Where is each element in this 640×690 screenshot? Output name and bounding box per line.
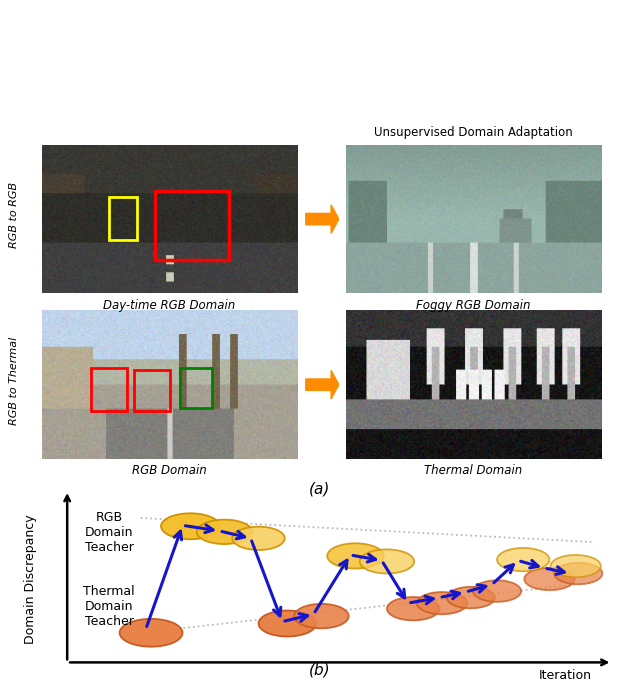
Ellipse shape xyxy=(232,526,285,550)
Ellipse shape xyxy=(327,543,384,569)
Bar xyxy=(91,368,127,411)
Text: RGB to RGB: RGB to RGB xyxy=(9,182,19,248)
Ellipse shape xyxy=(259,611,316,636)
Ellipse shape xyxy=(550,555,601,578)
Ellipse shape xyxy=(524,568,575,590)
Text: Foggy RGB Domain: Foggy RGB Domain xyxy=(417,299,531,312)
Text: (b): (b) xyxy=(309,662,331,678)
Ellipse shape xyxy=(417,592,467,614)
Ellipse shape xyxy=(497,548,550,571)
Text: RGB to Thermal: RGB to Thermal xyxy=(9,337,19,425)
Text: Domain Discrepancy: Domain Discrepancy xyxy=(24,514,37,644)
Bar xyxy=(155,191,229,259)
Text: Thermal
Domain
Teacher: Thermal Domain Teacher xyxy=(83,584,135,628)
FancyArrow shape xyxy=(306,205,339,233)
Ellipse shape xyxy=(120,619,182,647)
Bar xyxy=(109,197,137,240)
Ellipse shape xyxy=(554,563,602,584)
Bar xyxy=(180,368,212,408)
Ellipse shape xyxy=(360,549,414,573)
FancyArrow shape xyxy=(306,371,339,399)
Text: RGB
Domain
Teacher: RGB Domain Teacher xyxy=(84,511,134,553)
Text: (a): (a) xyxy=(309,482,331,497)
Text: Unsupervised Domain Adaptation: Unsupervised Domain Adaptation xyxy=(374,126,573,139)
Text: Iteration: Iteration xyxy=(539,669,592,682)
Text: Day-time RGB Domain: Day-time RGB Domain xyxy=(104,299,236,312)
Bar xyxy=(134,371,170,411)
Ellipse shape xyxy=(447,586,495,609)
Ellipse shape xyxy=(196,520,252,544)
Ellipse shape xyxy=(161,513,220,540)
Ellipse shape xyxy=(294,604,349,629)
Ellipse shape xyxy=(387,597,440,620)
Text: Thermal Domain: Thermal Domain xyxy=(424,464,523,477)
Ellipse shape xyxy=(473,580,521,602)
Text: RGB Domain: RGB Domain xyxy=(132,464,207,477)
